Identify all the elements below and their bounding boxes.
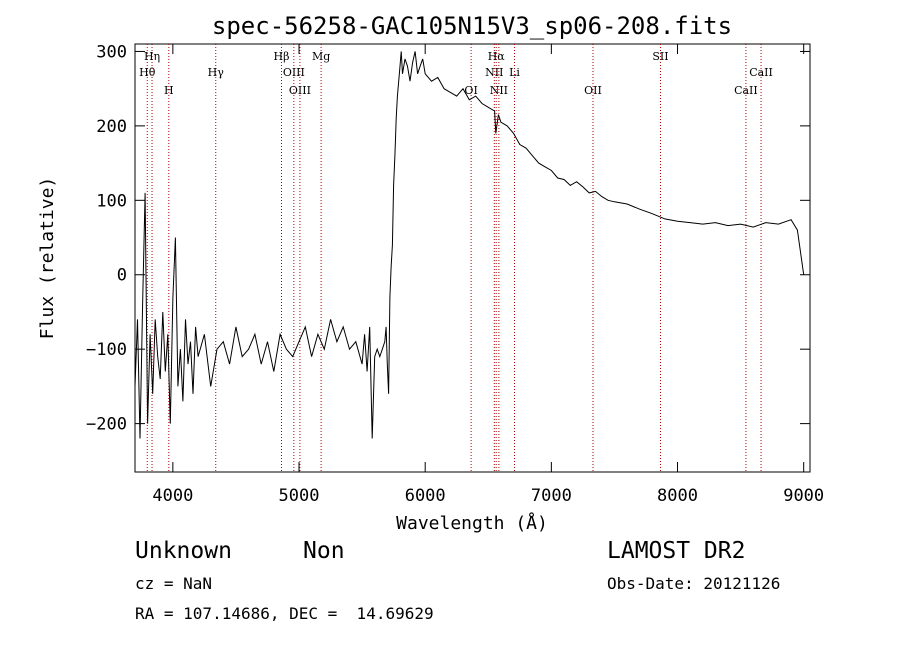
y-tick-label: 300 (96, 42, 127, 62)
spectral-line-label: SII (652, 50, 668, 63)
spectral-line-label: Hα (488, 50, 506, 63)
y-tick-label: 0 (117, 266, 127, 286)
spectral-line-label: Li (509, 66, 520, 79)
y-tick-label: −100 (86, 340, 127, 360)
plot-frame (134, 43, 811, 473)
spectral-line-label: OIII (283, 66, 305, 79)
y-tick-label: 200 (96, 117, 127, 137)
spectral-line-label: OIII (289, 84, 311, 97)
spectral-line-label: CaII (749, 66, 773, 79)
subclass-label: Non (303, 538, 345, 564)
x-tick-label: 9000 (783, 486, 824, 506)
spectral-line-label: OI (464, 84, 477, 97)
spectral-line-label: Hη (144, 50, 160, 63)
spectral-line-label: Hβ (274, 50, 290, 63)
y-axis-label: Flux (relative) (37, 177, 58, 340)
class-label: Unknown (135, 538, 232, 564)
x-tick-label: 4000 (152, 486, 193, 506)
survey-label: LAMOST DR2 (607, 538, 746, 564)
spectral-line-label: OII (584, 84, 602, 97)
y-tick-label: −200 (86, 415, 127, 435)
spectrum-line (134, 51, 805, 439)
spectral-line-label: NII (485, 66, 503, 79)
spectral-line-label: H (164, 84, 174, 97)
spectral-line-label: NII (490, 84, 508, 97)
x-tick-label: 6000 (405, 486, 446, 506)
line-markers (146, 44, 762, 472)
spectral-line-label: Mg (312, 50, 330, 63)
y-tick-label: 100 (96, 191, 127, 211)
chart-title: spec-56258-GAC105N15V3_sp06-208.fits (212, 12, 732, 40)
axis-ticks: 4000 5000 6000 7000 8000 9000 −200 −100 0 100 200 3… (86, 42, 824, 506)
x-tick-label: 7000 (531, 486, 572, 506)
spectral-line-label: Hθ (139, 66, 156, 79)
x-tick-label: 5000 (279, 486, 320, 506)
spectral-line-label: Hγ (208, 66, 225, 79)
obs-date-label: Obs-Date: 20121126 (607, 574, 781, 593)
radec-label: RA = 107.14686, DEC = 14.69629 (135, 604, 434, 623)
spectral-line-label: CaII (734, 84, 758, 97)
cz-label: cz = NaN (135, 574, 213, 593)
x-axis-label: Wavelength (Å) (396, 512, 548, 534)
line-labels: HηHθHHγHβOIIIOIIIMgOIHαNIINIILiOIISIICaI… (139, 50, 773, 97)
x-tick-label: 8000 (657, 486, 698, 506)
